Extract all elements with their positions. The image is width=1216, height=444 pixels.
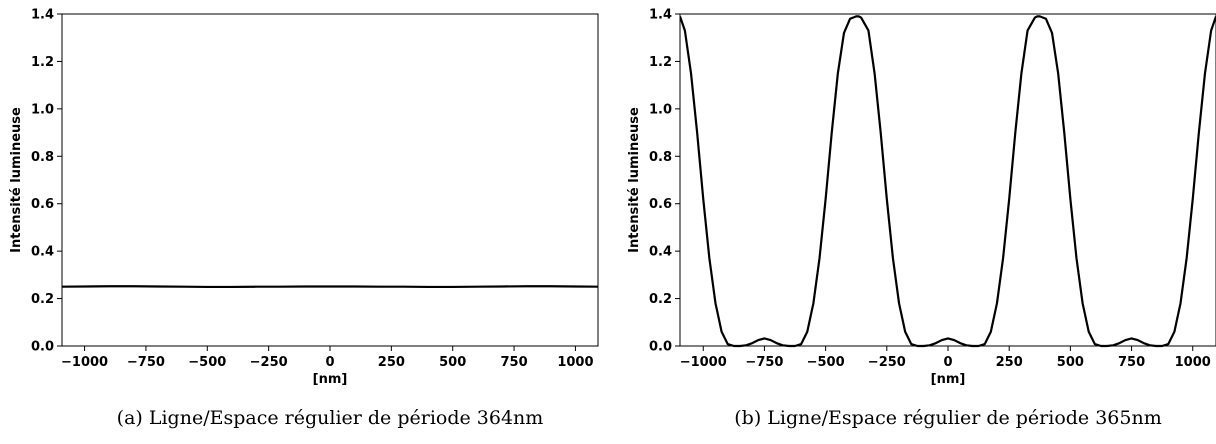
y-tick-label: 0.0 xyxy=(649,340,672,355)
x-axis-label: [nm] xyxy=(931,372,966,387)
y-tick-label: 1.2 xyxy=(31,55,54,70)
x-tick-label: −1000 xyxy=(680,355,727,370)
x-tick-label: 1000 xyxy=(1175,355,1211,370)
chart-panel-b: −1000 −750 −500 −250 0 250 500 750 1000 0.0 0.2 0.4… xyxy=(627,8,1216,429)
x-axis-label: [nm] xyxy=(313,372,348,387)
y-tick-label: 0.4 xyxy=(649,245,672,260)
y-tick-label: 0.6 xyxy=(31,197,54,212)
y-tick-label: 1.2 xyxy=(649,55,672,70)
y-tick-label: 1.4 xyxy=(31,8,54,23)
y-tick-label: 0.0 xyxy=(31,340,54,355)
x-tick-label: 250 xyxy=(996,355,1023,370)
x-tick-label: 0 xyxy=(943,355,952,370)
x-tick-label: −250 xyxy=(868,355,906,370)
x-tick-label: 0 xyxy=(325,355,334,370)
plot-frame-a xyxy=(61,13,599,347)
plot-frame-b xyxy=(679,13,1216,347)
x-tick-label: −250 xyxy=(250,355,288,370)
x-tick-label: −500 xyxy=(807,355,845,370)
x-tick-label: 750 xyxy=(500,355,527,370)
y-tick-label: 0.2 xyxy=(31,292,54,307)
y-tick-label: 0.4 xyxy=(31,245,54,260)
series-line-a xyxy=(62,285,598,289)
x-tick-label: −1000 xyxy=(61,355,108,370)
y-tick-label: 1.4 xyxy=(649,8,672,23)
x-tick-label: −750 xyxy=(127,355,165,370)
x-tick-label: 500 xyxy=(1057,355,1084,370)
y-tick-label: 1.0 xyxy=(649,102,672,117)
y-tick-label: 0.8 xyxy=(31,150,54,165)
chart-panel-a: −1000 −750 −500 −250 0 250 500 750 1000 0.0 0.2 0.4… xyxy=(9,8,599,429)
y-tick-label: 0.2 xyxy=(649,292,672,307)
series-line-b xyxy=(680,15,1216,348)
x-tick-label: 1000 xyxy=(557,355,593,370)
y-axis-label: Intensité lumineuse xyxy=(627,107,642,253)
x-tick-label: 750 xyxy=(1118,355,1145,370)
x-tick-label: −500 xyxy=(188,355,226,370)
caption-b: (b) Ligne/Espace régulier de période 365… xyxy=(734,407,1161,429)
caption-a: (a) Ligne/Espace régulier de période 364… xyxy=(117,407,544,429)
y-tick-label: 0.8 xyxy=(649,150,672,165)
y-axis-label: Intensité lumineuse xyxy=(9,107,24,253)
x-tick-label: −750 xyxy=(745,355,783,370)
y-tick-label: 1.0 xyxy=(31,102,54,117)
y-tick-label: 0.6 xyxy=(649,197,672,212)
x-tick-label: 500 xyxy=(439,355,466,370)
x-tick-label: 250 xyxy=(378,355,405,370)
